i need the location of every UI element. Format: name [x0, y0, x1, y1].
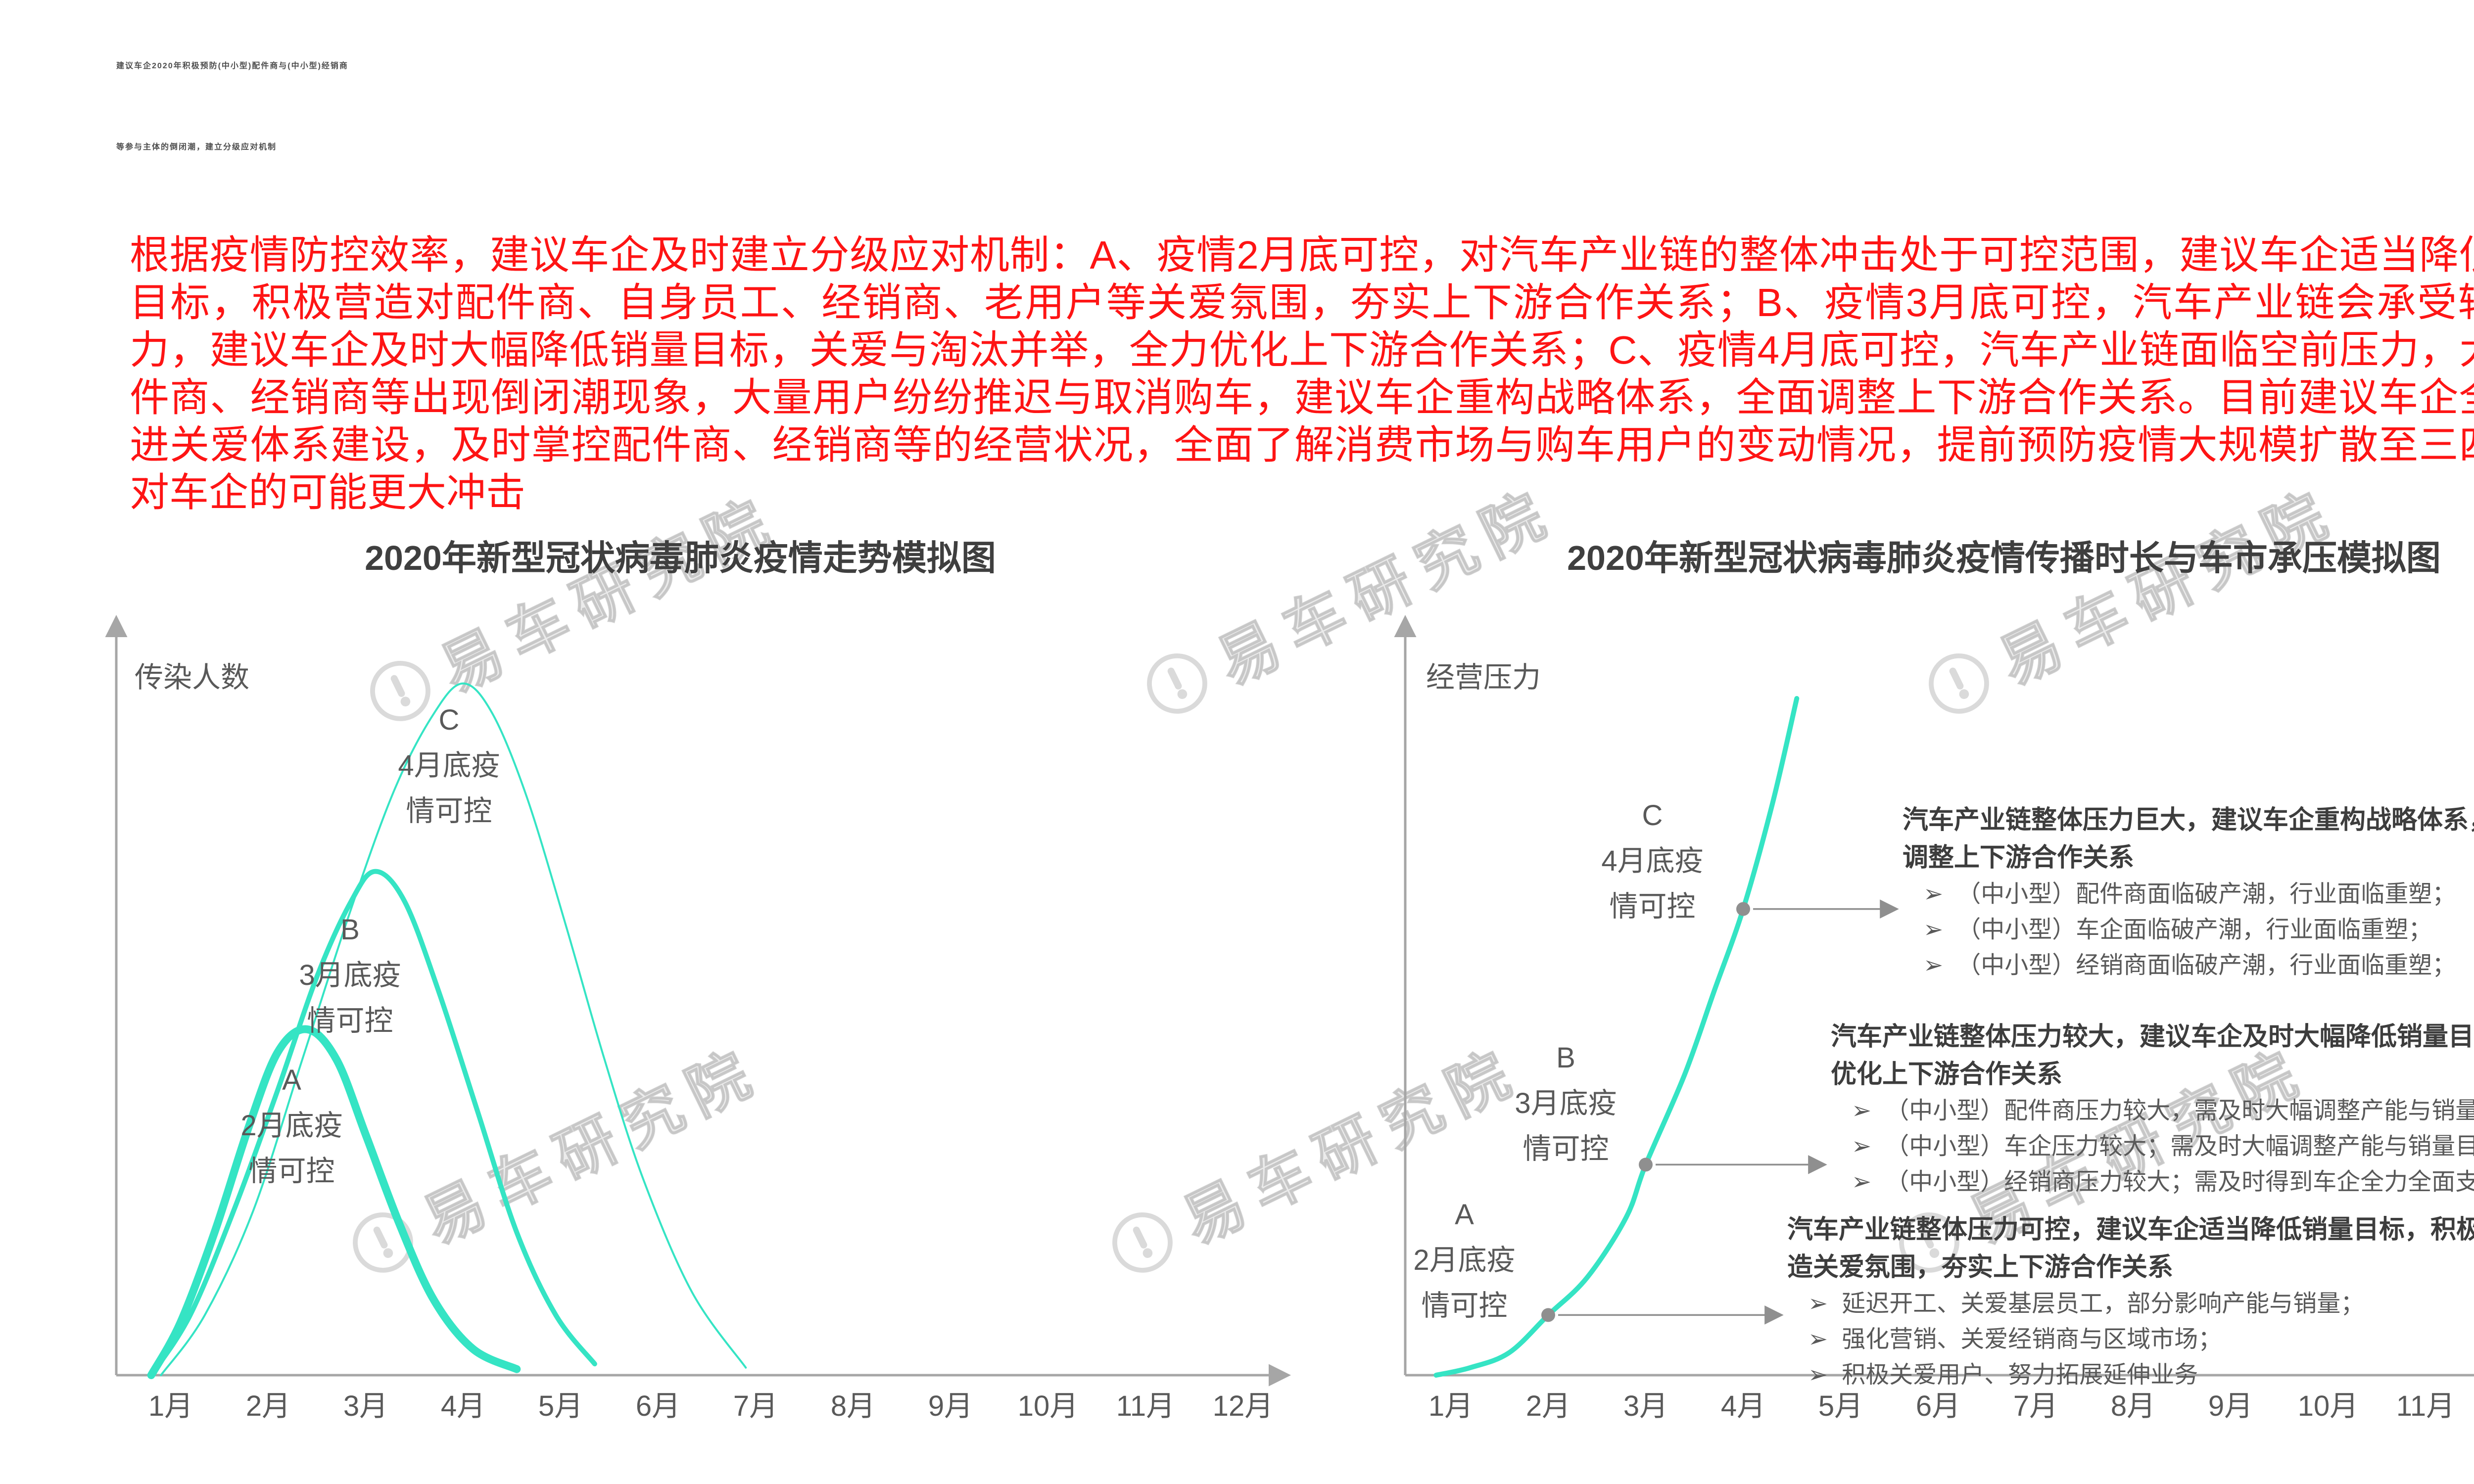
x-tick-label: 8月	[831, 1390, 875, 1422]
annotation-bullet-text: 延迟开工、关爱基层员工，部分影响产能与销量；	[1842, 1291, 2365, 1317]
arrow-bullet-icon: ➢	[1923, 952, 1944, 978]
curve-label-c: C 4月底疫情可控	[386, 697, 512, 834]
arrow-bullet-icon: ➢	[1808, 1291, 1828, 1317]
epidemic-curve-a	[147, 1025, 521, 1379]
annotation-block-b: 汽车产业链整体压力较大，建议车企及时大幅降低销量目标，全力优化上下游合作关系 ➢…	[1831, 1018, 2474, 1200]
x-tick-label: 6月	[636, 1390, 680, 1422]
x-tick-label: 4月	[1721, 1390, 1765, 1422]
left-chart-title: 2020年新型冠状病毒肺炎疫情走势模拟图	[365, 539, 996, 577]
annotation-bullet-text: （中小型）配件商面临破产潮，行业面临重塑；	[1957, 881, 2456, 907]
marker-label-b: B 3月底疫情可控	[1503, 1035, 1629, 1172]
x-tick-label: 9月	[928, 1390, 973, 1422]
curve-label-b: B 3月底疫情可控	[287, 907, 413, 1044]
annotation-block-c: 汽车产业链整体压力巨大，建议车企重构战略体系，全面调整上下游合作关系 ➢ （中小型…	[1903, 801, 2474, 983]
arrow-bullet-icon: ➢	[1852, 1098, 1872, 1124]
annotation-heading: 汽车产业链整体压力可控，建议车企适当降低销量目标，积极营造关爱氛围，夯实上下游合…	[1787, 1215, 2474, 1282]
x-tick-label: 3月	[1623, 1390, 1668, 1422]
annotation-bullet: ➢ （中小型）车企面临破产潮，行业面临重塑；	[1903, 912, 2474, 948]
annotation-bullet-text: （中小型）车企压力较大；需及时大幅调整产能与销量目标；	[1885, 1133, 2474, 1159]
curve-label-text: 3月底疫情可控	[1515, 1087, 1617, 1165]
annotation-bullet: ➢ 积极关爱用户、努力拓展延伸业务	[1787, 1357, 2474, 1393]
arrow-bullet-icon: ➢	[1852, 1133, 1872, 1159]
epidemic-trend-chart: 1月 2月 3月 4月 5月 6月 7月 8月 9月 10月 11月 12月	[105, 615, 1291, 1422]
curve-label-letter: B	[340, 914, 360, 946]
annotation-bullet: ➢ （中小型）配件商面临破产潮，行业面临重塑；	[1903, 877, 2474, 912]
annotation-bullet: ➢ （中小型）经销商面临破产潮，行业面临重塑；	[1903, 948, 2474, 983]
annotation-bullet-text: （中小型）经销商面临破产潮，行业面临重塑；	[1957, 952, 2456, 978]
curve-label-a: A 2月底疫情可控	[229, 1058, 355, 1194]
x-tick-label: 12月	[1213, 1390, 1274, 1422]
curve-label-letter: A	[282, 1064, 301, 1096]
x-tick-label: 4月	[441, 1390, 485, 1422]
epidemic-curve-b	[148, 869, 597, 1378]
annotation-block-a: 汽车产业链整体压力可控，建议车企适当降低销量目标，积极营造关爱氛围，夯实上下游合…	[1787, 1211, 2474, 1393]
x-tick-label: 3月	[343, 1390, 388, 1422]
x-tick-label: 7月	[2013, 1390, 2058, 1422]
x-tick-label: 9月	[2208, 1390, 2253, 1422]
curve-label-text: 2月底疫情可控	[240, 1110, 343, 1187]
curve-label-letter: A	[1455, 1199, 1474, 1231]
x-tick-label: 8月	[2111, 1390, 2155, 1422]
annotation-bullet: ➢ （中小型）经销商压力较大；需及时得到车企全力全面支持；	[1831, 1164, 2474, 1200]
x-tick-label: 5月	[538, 1390, 583, 1422]
pressure-marker-dot-a	[1541, 1308, 1555, 1322]
arrow-bullet-icon: ➢	[1808, 1326, 1828, 1352]
x-tick-label: 11月	[1116, 1390, 1175, 1422]
marker-label-c: C 4月底疫情可控	[1589, 793, 1715, 929]
pressure-marker-dot-c	[1736, 902, 1750, 916]
arrow-bullet-icon: ➢	[1852, 1169, 1872, 1195]
x-tick-label: 11月	[2396, 1390, 2455, 1422]
arrow-bullet-icon: ➢	[1923, 917, 1944, 943]
arrow-bullet-icon: ➢	[1923, 881, 1944, 907]
right-chart-title: 2020年新型冠状病毒肺炎疫情传播时长与车市承压模拟图	[1567, 539, 2441, 577]
arrow-bullet-icon: ➢	[1808, 1362, 1828, 1388]
x-tick-label: 10月	[1018, 1390, 1079, 1422]
x-tick-label: 2月	[246, 1390, 290, 1422]
curve-label-text: 3月底疫情可控	[299, 959, 401, 1037]
annotation-heading: 汽车产业链整体压力较大，建议车企及时大幅降低销量目标，全力优化上下游合作关系	[1831, 1022, 2474, 1089]
x-tick-label: 6月	[1916, 1390, 1960, 1422]
annotation-bullet: ➢ （中小型）车企压力较大；需及时大幅调整产能与销量目标；	[1831, 1129, 2474, 1164]
page-title-line1: 建议车企2020年积极预防(中小型)配件商与(中小型)经销商	[116, 62, 348, 70]
annotation-bullet-text: 积极关爱用户、努力拓展延伸业务	[1842, 1362, 2198, 1388]
x-tick-label: 1月	[148, 1390, 193, 1422]
page-title: 建议车企2020年积极预防(中小型)配件商与(中小型)经销商 等参与主体的倒闭潮…	[116, 26, 2474, 188]
annotation-bullet: ➢ 强化营销、关爱经销商与区域市场；	[1787, 1322, 2474, 1357]
x-tick-label: 5月	[1818, 1390, 1863, 1422]
curve-label-letter: B	[1556, 1042, 1575, 1074]
curve-label-letter: C	[438, 704, 460, 736]
right-y-axis-label: 经营压力	[1426, 661, 1541, 694]
annotation-bullet-text: （中小型）经销商压力较大；需及时得到车企全力全面支持；	[1885, 1169, 2474, 1195]
annotation-bullet-text: 强化营销、关爱经销商与区域市场；	[1842, 1326, 2222, 1352]
pressure-curve	[1433, 696, 1800, 1378]
pressure-marker-dot-b	[1639, 1158, 1653, 1172]
epidemic-curve-c	[160, 682, 747, 1376]
x-tick-label: 10月	[2298, 1390, 2359, 1422]
left-y-axis-label: 传染人数	[135, 661, 250, 694]
marker-label-a: A 2月底疫情可控	[1401, 1192, 1527, 1329]
curve-label-text: 2月底疫情可控	[1413, 1244, 1516, 1322]
curve-label-letter: C	[1642, 799, 1663, 832]
x-tick-label: 2月	[1526, 1390, 1570, 1422]
x-tick-label: 1月	[1428, 1390, 1473, 1422]
curve-label-text: 4月底疫情可控	[398, 749, 500, 827]
body-paragraph: 根据疫情防控效率，建议车企及时建立分级应对机制：A、疫情2月底可控，对汽车产业链…	[130, 233, 2474, 514]
x-tick-label: 7月	[733, 1390, 778, 1422]
annotation-bullet-text: （中小型）配件商压力较大，需及时大幅调整产能与销量目标；	[1885, 1098, 2474, 1124]
annotation-bullet-text: （中小型）车企面临破产潮，行业面临重塑；	[1957, 917, 2432, 943]
annotation-bullet: ➢ 延迟开工、关爱基层员工，部分影响产能与销量；	[1787, 1286, 2474, 1322]
curve-label-text: 4月底疫情可控	[1601, 845, 1704, 923]
page-title-line2: 等参与主体的倒闭潮，建立分级应对机制	[116, 143, 277, 151]
annotation-heading: 汽车产业链整体压力巨大，建议车企重构战略体系，全面调整上下游合作关系	[1903, 806, 2474, 872]
annotation-bullet: ➢ （中小型）配件商压力较大，需及时大幅调整产能与销量目标；	[1831, 1093, 2474, 1129]
